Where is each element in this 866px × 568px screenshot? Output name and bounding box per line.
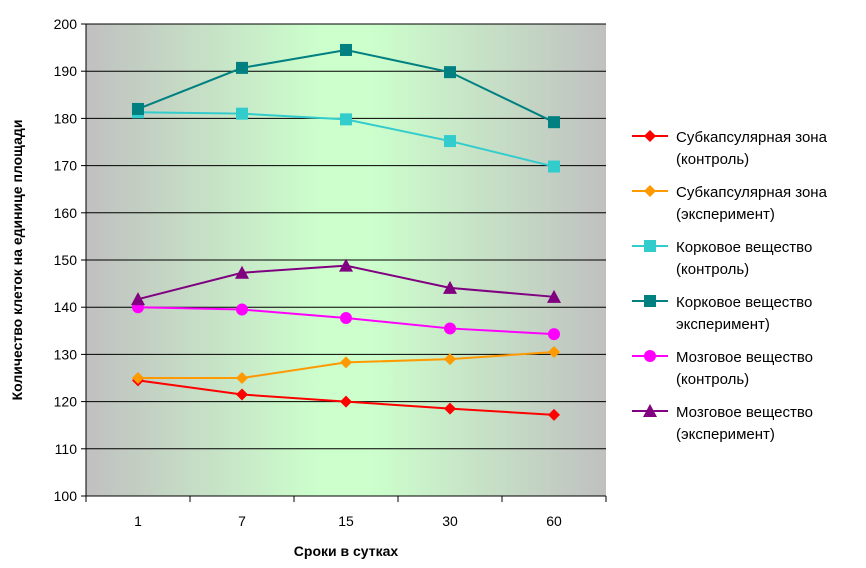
legend-label: эксперимент) [676,316,770,333]
data-point [340,113,352,126]
series-layer [131,43,561,421]
y-tick-label: 130 [54,346,78,362]
y-tick-label: 190 [54,63,78,79]
legend-item: Корковое вещество эксперимент) [632,294,812,333]
legend-label: (контроль) [676,151,749,168]
y-tick-label: 200 [54,16,78,32]
data-point [644,185,656,197]
legend-label: Мозговое вещество [676,404,813,421]
series-3 [132,106,560,173]
legend-label: Корковое вещество [676,239,812,256]
x-tick-label: 30 [442,513,458,529]
data-point [444,66,456,79]
data-point [548,160,560,173]
data-point [443,280,457,294]
series-6 [131,258,561,306]
legend-item: Субкапсулярная зона (эксперимент) [632,184,828,223]
legend-item: Субкапсулярная зона (контроль) [632,129,828,168]
data-point [548,116,560,129]
data-point [444,322,456,335]
x-tick-label: 60 [546,513,562,529]
legend-item: Мозговое вещество (эксперимент) [632,404,813,443]
data-point [132,372,144,384]
data-point [236,61,248,74]
x-axis-title: Сроки в сутках [294,543,399,559]
axes [81,23,607,502]
x-tick-label: 1 [134,513,142,529]
data-point [444,135,456,148]
x-tick-label: 15 [338,513,354,529]
legend-item: Корковое вещество (контроль) [632,239,812,278]
legend-label: (контроль) [676,371,749,388]
y-tick-label: 150 [54,252,78,268]
data-point [548,346,560,359]
y-tick-label: 170 [54,158,78,174]
legend-label: (контроль) [676,261,749,278]
y-tick-label: 160 [54,205,78,221]
legend-label: Мозговое вещество [676,349,813,366]
data-point [340,43,352,56]
y-tick-label: 180 [54,110,78,126]
y-axis-title: Количество клеток на единице площади [9,120,25,401]
tick-labels: 100 110 120 130 140 150 160 170 180 190 200 1 7 15 30 6… [54,16,562,529]
x-tick-label: 7 [238,513,246,529]
y-tick-label: 140 [54,299,78,315]
legend-item: Мозговое вещество (контроль) [632,349,813,388]
data-point [236,303,248,316]
data-point [547,289,561,303]
data-point [644,240,656,252]
legend-label: Субкапсулярная зона [676,129,828,146]
series-5 [132,301,560,341]
data-point [235,265,249,279]
data-point [236,388,248,401]
data-point [340,356,352,369]
y-tick-label: 100 [54,488,78,504]
data-point [131,292,145,306]
series-1 [132,374,560,421]
series-2 [132,346,560,384]
data-point [644,350,656,362]
data-point [339,258,353,272]
data-point [644,295,656,307]
data-point [643,404,657,417]
data-point [236,372,248,384]
data-point [548,408,560,421]
series-4 [132,43,560,129]
data-point [236,107,248,120]
data-point [644,130,656,142]
data-point [444,402,456,415]
legend-label: (эксперимент) [676,426,775,443]
data-point [444,353,456,366]
y-tick-label: 120 [54,394,78,410]
data-point [340,395,352,408]
legend-label: Субкапсулярная зона [676,184,828,201]
legend-label: Корковое вещество [676,294,812,311]
data-point [132,102,144,115]
legend-label: (эксперимент) [676,206,775,223]
y-tick-label: 110 [55,441,78,457]
data-point [340,312,352,325]
legend: Субкапсулярная зона(контроль)Субкапсуляр… [632,129,828,443]
data-point [548,328,560,341]
